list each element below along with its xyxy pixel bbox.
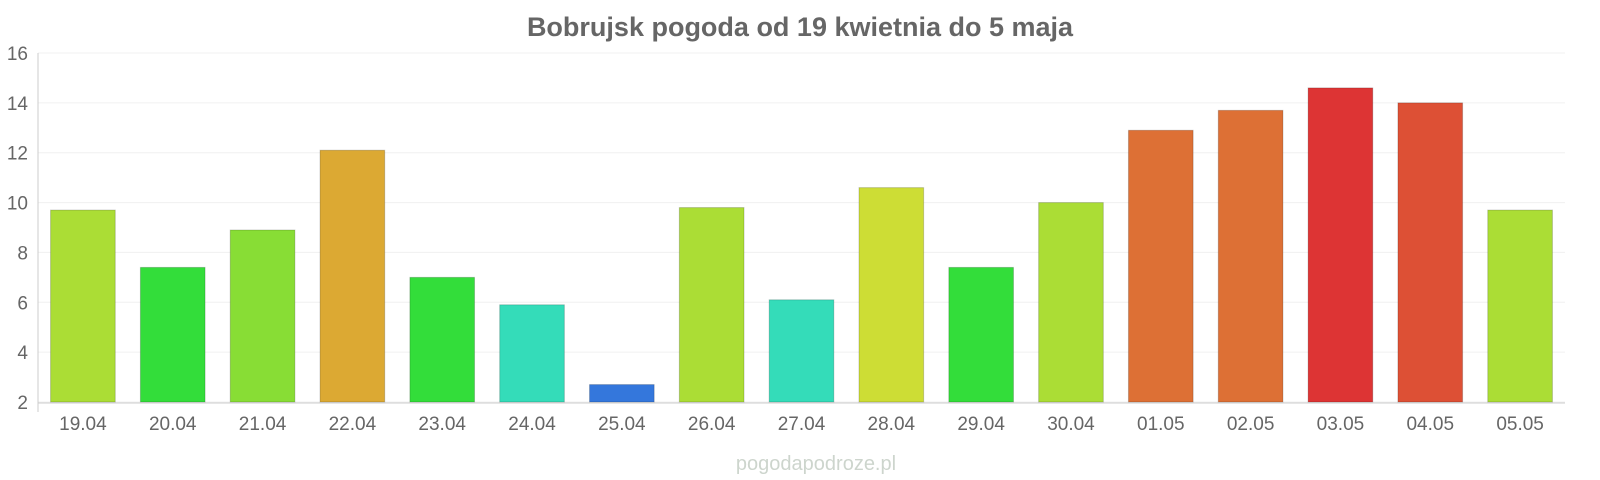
bar-20.04 [139,266,206,403]
bar-19.04 [50,209,116,403]
watermark: pogodapodroze.pl [736,453,896,475]
bar-30.04 [1038,202,1104,403]
x-tick-label: 01.05 [1137,414,1185,435]
y-tick-label: 4 [17,343,28,364]
x-tick-label: 26.04 [688,414,736,435]
x-tick-label: 04.05 [1406,414,1454,435]
bar-03.05 [1307,87,1374,403]
bar-22.04 [319,149,386,403]
bar-01.05 [1127,129,1194,403]
x-tick-label: 27.04 [778,414,826,435]
chart-title: Bobrujsk pogoda od 19 kwietnia do 5 maja [527,12,1074,42]
x-tick-labels: 19.04 20.04 21.04 22.04 23.04 24.04 25.04 26.04… [59,414,1544,435]
x-tick-label: 30.04 [1047,414,1095,435]
bar-28.04 [858,187,925,403]
y-tick-label: 16 [7,44,28,65]
bar-02.05 [1217,109,1284,403]
x-tick-label: 23.04 [418,414,466,435]
y-tick-label: 8 [17,243,28,264]
bar-27.04 [768,299,835,403]
bar-04.05 [1397,102,1464,403]
bar-26.04 [678,207,745,403]
y-tick-label: 2 [17,393,28,414]
x-tick-label: 24.04 [508,414,556,435]
y-tick-label: 10 [7,194,28,215]
bar-05.05 [1487,209,1553,403]
x-tick-label: 19.04 [59,414,107,435]
y-tick-label: 14 [7,94,29,115]
bar-21.04 [229,229,296,403]
x-tick-label: 05.05 [1496,414,1544,435]
bar-29.04 [948,266,1014,403]
x-tick-label: 20.04 [149,414,197,435]
x-tick-label: 03.05 [1317,414,1365,435]
bars [50,87,1553,403]
x-tick-label: 25.04 [598,414,646,435]
y-tick-label: 12 [7,144,28,165]
bar-23.04 [409,276,476,403]
x-tick-label: 22.04 [329,414,377,435]
x-tick-label: 29.04 [957,414,1005,435]
x-tick-label: 21.04 [239,414,287,435]
y-tick-label: 6 [17,293,28,314]
x-tick-label: 28.04 [868,414,916,435]
x-tick-label: 02.05 [1227,414,1275,435]
bar-24.04 [499,304,565,403]
bar-25.04 [589,384,655,403]
y-tick-labels: 2 4 6 8 10 12 14 16 [7,44,29,414]
